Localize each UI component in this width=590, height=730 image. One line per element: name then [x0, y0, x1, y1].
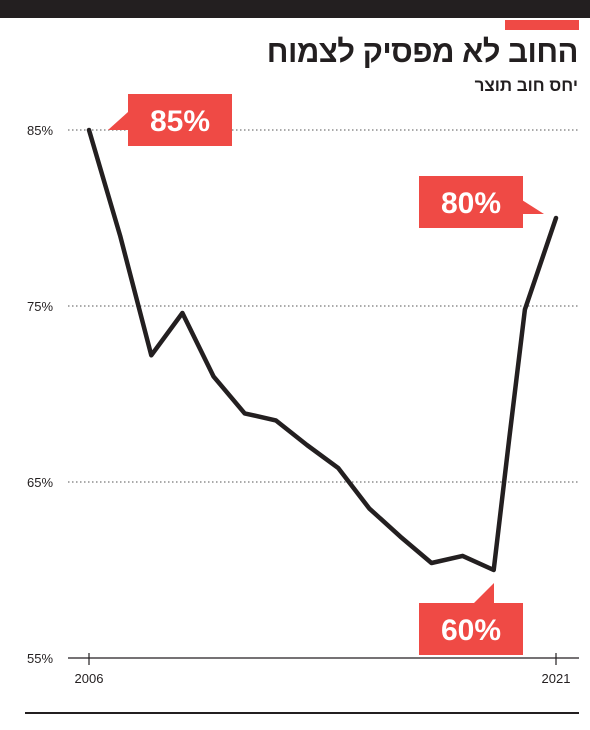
callout-box — [419, 176, 523, 228]
callout-60-percent: 60% — [419, 583, 523, 655]
accent-bar — [505, 20, 579, 30]
top-bar — [0, 0, 590, 18]
bottom-rule — [25, 712, 579, 714]
x-axis — [68, 653, 579, 665]
y-tick-label: 65% — [27, 475, 53, 490]
x-tick-labels: 2006 2021 — [75, 671, 571, 686]
y-tick-label: 55% — [27, 651, 53, 666]
x-tick-label: 2021 — [542, 671, 571, 686]
callout-box — [419, 603, 523, 655]
callout-label: 85% — [150, 105, 210, 138]
callout-label: 60% — [441, 614, 501, 647]
callout-pointer — [474, 583, 494, 603]
callout-80-percent: 80% — [419, 176, 544, 228]
x-tick-label: 2006 — [75, 671, 104, 686]
callout-label: 80% — [441, 187, 501, 220]
y-tick-labels: 55% 65% 75% 85% — [27, 123, 53, 666]
callout-85-percent: 85% — [108, 94, 232, 146]
callout-pointer — [108, 112, 128, 130]
chart-subtitle: יחס חוב תוצר — [474, 76, 578, 95]
callout-box — [128, 94, 232, 146]
callout-pointer — [522, 200, 544, 214]
callouts: 85% 80% 60% — [108, 94, 544, 655]
y-tick-label: 85% — [27, 123, 53, 138]
y-tick-label: 75% — [27, 299, 53, 314]
series-line — [86, 127, 559, 573]
chart-title: החוב לא מפסיק לצמוח — [266, 34, 579, 69]
